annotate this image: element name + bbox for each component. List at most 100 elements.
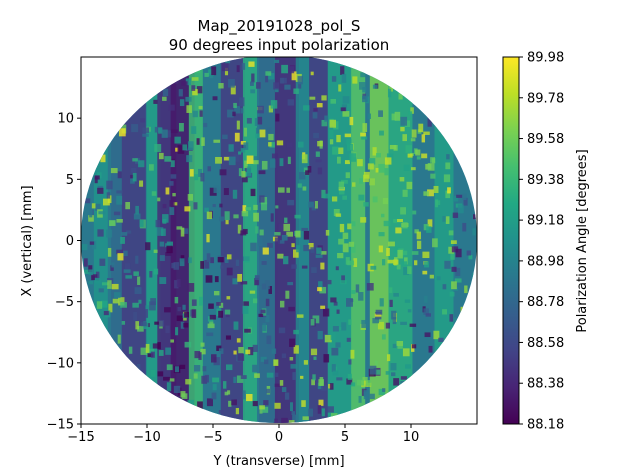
heatmap-cell [209,187,217,196]
heatmap-cell [199,110,203,117]
heatmap-cell [131,167,137,173]
heatmap-cell [271,153,279,159]
heatmap-cell [297,76,303,85]
heatmap-cell [86,349,93,356]
heatmap-cell [339,223,345,233]
heatmap-cell [271,348,277,354]
heatmap-cell [362,87,367,93]
heatmap-cell [411,251,419,255]
heatmap-cell [111,377,118,386]
heatmap-cell [389,299,393,308]
heatmap-cell [140,118,146,123]
heatmap-cell [117,334,121,344]
heatmap-cell [330,297,337,303]
heatmap-cell [358,395,362,403]
heatmap-cell [462,414,470,420]
heatmap-cell [145,343,150,353]
heatmap-cell [132,302,139,308]
heatmap-cell [92,403,100,407]
heatmap-cell [129,376,137,381]
heatmap-cell [436,74,441,79]
heatmap-cell [321,189,326,199]
heatmap-cell [361,319,369,328]
heatmap-cell [398,81,402,86]
heatmap-cell [389,86,394,92]
heatmap-cell [451,317,457,322]
heatmap-cell [362,123,368,133]
heatmap-cell [233,102,237,108]
heatmap-cell [291,411,295,416]
heatmap-cell [165,243,171,248]
heatmap-cell [134,287,142,294]
heatmap-cell [133,311,137,321]
heatmap-cell [268,142,272,147]
heatmap-cell [86,122,93,132]
heatmap-cell [216,302,221,306]
heatmap-cell [243,142,249,150]
heatmap-cell [194,174,199,181]
heatmap-cell [290,364,298,369]
heatmap-cell [131,103,138,108]
heatmap-cell [89,59,93,67]
heatmap-cell [424,332,431,338]
heatmap-cell [360,217,367,223]
heatmap-cell [316,247,322,254]
heatmap-cell [376,153,381,158]
heatmap-cell [224,211,230,221]
heatmap-cell [259,406,263,414]
heatmap-cell [337,252,344,259]
heatmap-cell [393,378,400,386]
heatmap-cell [445,190,451,199]
heatmap-cell [345,257,350,265]
heatmap-cell [333,209,340,217]
heatmap-cell [287,156,291,165]
heatmap-cell [275,113,280,122]
heatmap-cell [111,283,119,290]
heatmap-cell [193,373,198,379]
heatmap-cell [330,332,336,340]
colorbar-tick-label: 88.58 [527,336,564,351]
heatmap-cell [400,126,405,132]
heatmap-cell [449,291,455,297]
heatmap-cell [159,409,165,416]
heatmap-cell [221,249,225,255]
heatmap-cell [356,61,363,69]
heatmap-cell [123,250,128,257]
chart-title-line2: 90 degrees input polarization [169,36,390,54]
heatmap-cell [96,124,103,129]
heatmap-cell [235,259,240,266]
heatmap-cell [224,67,229,76]
heatmap-cell [338,84,342,92]
heatmap-cell [184,312,190,318]
heatmap-cell [466,157,473,167]
heatmap-cell [168,104,175,111]
heatmap-cell [427,117,432,127]
heatmap-cell [424,261,430,268]
heatmap-cell [404,375,411,381]
heatmap-cell [257,105,264,114]
heatmap-cell [165,405,171,412]
heatmap-cell [234,106,241,114]
heatmap-cell [425,313,431,317]
heatmap-cell [442,284,447,290]
heatmap-cell [183,322,189,328]
heatmap-cell [170,412,175,419]
heatmap-cell [112,298,119,304]
heatmap-cell [459,88,466,96]
heatmap-cell [237,353,245,361]
heatmap-cell [308,201,314,208]
heatmap-cell [365,380,371,386]
heatmap-cell [100,154,106,163]
heatmap-cell [451,383,458,391]
heatmap-cell [228,79,235,88]
heatmap-cell [233,249,240,257]
heatmap-cell [349,116,354,126]
heatmap-cell [284,84,291,90]
heatmap-cell [405,145,413,153]
heatmap-cell [462,193,467,201]
heatmap-cell [166,382,172,392]
heatmap-cell [96,301,103,309]
heatmap-cell [393,259,399,265]
heatmap-cell [179,364,186,369]
heatmap-cell [116,219,123,223]
